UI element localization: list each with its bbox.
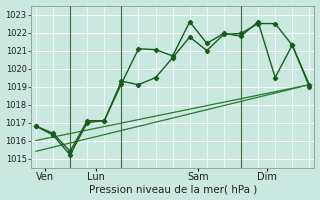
X-axis label: Pression niveau de la mer( hPa ): Pression niveau de la mer( hPa )	[89, 184, 257, 194]
